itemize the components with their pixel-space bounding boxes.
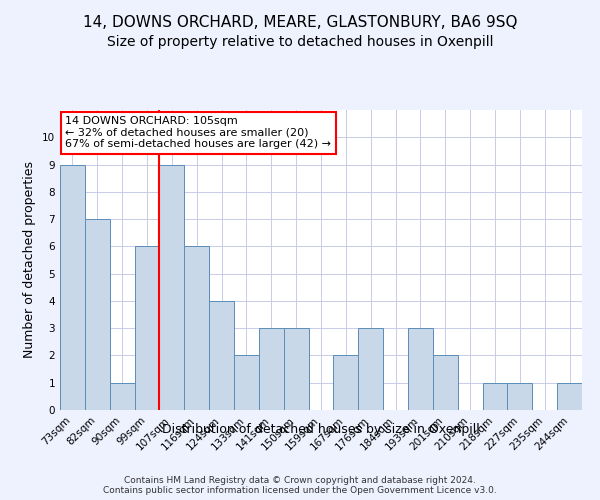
Bar: [284, 328, 308, 410]
Bar: [234, 356, 259, 410]
Text: Contains HM Land Registry data © Crown copyright and database right 2024.
Contai: Contains HM Land Registry data © Crown c…: [103, 476, 497, 495]
Bar: [60, 164, 85, 410]
Bar: [184, 246, 209, 410]
Text: 14 DOWNS ORCHARD: 105sqm
← 32% of detached houses are smaller (20)
67% of semi-d: 14 DOWNS ORCHARD: 105sqm ← 32% of detach…: [65, 116, 331, 149]
Text: Size of property relative to detached houses in Oxenpill: Size of property relative to detached ho…: [107, 35, 493, 49]
Text: 14, DOWNS ORCHARD, MEARE, GLASTONBURY, BA6 9SQ: 14, DOWNS ORCHARD, MEARE, GLASTONBURY, B…: [83, 15, 517, 30]
Bar: [557, 382, 582, 410]
Bar: [334, 356, 358, 410]
Bar: [482, 382, 508, 410]
Bar: [209, 301, 234, 410]
Bar: [508, 382, 532, 410]
Bar: [85, 219, 110, 410]
Text: Distribution of detached houses by size in Oxenpill: Distribution of detached houses by size …: [162, 422, 480, 436]
Bar: [160, 164, 184, 410]
Bar: [433, 356, 458, 410]
Bar: [358, 328, 383, 410]
Bar: [259, 328, 284, 410]
Bar: [134, 246, 160, 410]
Y-axis label: Number of detached properties: Number of detached properties: [23, 162, 37, 358]
Bar: [408, 328, 433, 410]
Bar: [110, 382, 134, 410]
